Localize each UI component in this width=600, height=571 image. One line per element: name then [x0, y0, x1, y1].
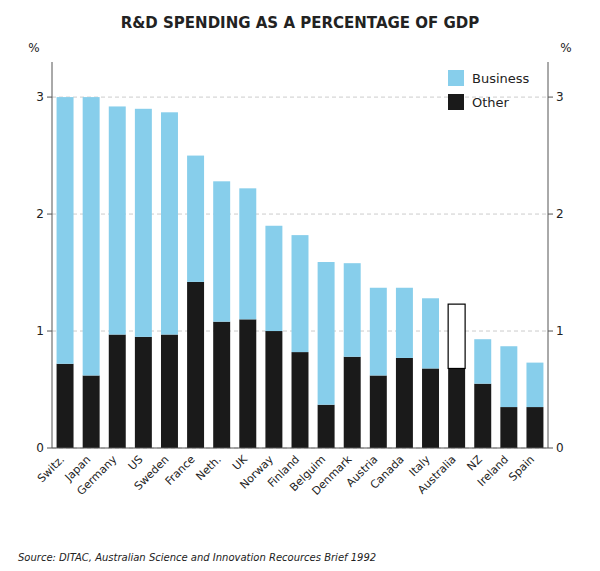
chart-container: R&D SPENDING AS A PERCENTAGE OF GDP 0 1 2 3 0…	[0, 0, 600, 571]
y-axis-label: %	[28, 41, 39, 55]
y-tick-label: 2	[36, 207, 44, 221]
title: R&D SPENDING AS A PERCENTAGE OF GDP	[121, 14, 480, 32]
bar-segment	[422, 298, 439, 368]
bar-segment	[396, 358, 413, 448]
x-tick-label: Neth.	[194, 453, 224, 483]
x-axis-line	[52, 448, 548, 449]
bar-segment	[370, 288, 387, 376]
bars	[57, 97, 544, 448]
legend-label: Business	[472, 71, 530, 86]
bar-segment	[292, 235, 309, 352]
y-tick-label: 1	[36, 324, 44, 338]
bar-segment	[526, 363, 543, 407]
x-tick-label: Germany	[74, 453, 119, 498]
y2-tick	[548, 97, 553, 98]
bar-segment	[161, 112, 178, 334]
bar-segment	[213, 181, 230, 321]
bar-segment	[396, 288, 413, 358]
bar-segment	[135, 109, 152, 337]
bar-segment	[265, 331, 282, 448]
y-axis-line	[52, 62, 53, 448]
bar-segment	[370, 375, 387, 448]
bar-segment	[187, 282, 204, 448]
grid-line	[52, 214, 548, 215]
bar-segment	[187, 156, 204, 282]
bar-segment	[239, 188, 256, 319]
y-tick	[47, 97, 52, 98]
bar-segment	[239, 319, 256, 448]
bar-segment	[448, 368, 465, 448]
x-tick-label: US	[126, 453, 146, 473]
bar-segment	[500, 407, 517, 448]
bar-segment	[292, 352, 309, 448]
bar-segment	[265, 226, 282, 331]
y2-tick	[548, 331, 553, 332]
bar-segment	[161, 335, 178, 448]
legend-label: Other	[472, 95, 510, 110]
y-tick	[47, 214, 52, 215]
x-tick-label: UK	[230, 452, 251, 473]
bar-segment	[83, 375, 100, 448]
x-tick-label: Ireland	[475, 453, 511, 489]
bar-segment	[57, 364, 74, 448]
bar-segment	[109, 106, 126, 334]
bar-segment	[213, 322, 230, 448]
y-tick	[47, 331, 52, 332]
y-tick-label: 3	[36, 90, 44, 104]
bar-segment	[500, 346, 517, 407]
x-tick-label: France	[163, 453, 198, 488]
bar-segment	[318, 405, 335, 448]
x-tick-label: Spain	[506, 453, 537, 484]
bar-segment	[109, 335, 126, 448]
bar-segment	[318, 262, 335, 405]
y2-axis-label: %	[560, 41, 571, 55]
y2-tick	[548, 448, 553, 449]
y2-tick-label: 1	[556, 324, 564, 338]
y-tick	[47, 448, 52, 449]
bar-segment	[57, 97, 74, 364]
bar-segment	[422, 368, 439, 448]
bar-segment	[474, 339, 491, 383]
bar-segment	[344, 263, 361, 357]
x-tick-label: Switz.	[35, 453, 67, 485]
bar-segment	[135, 337, 152, 448]
x-tick-label: Sweden	[132, 453, 172, 493]
y2-axis-line	[548, 62, 549, 448]
grid	[52, 97, 548, 448]
y2-tick	[548, 214, 553, 215]
chart-svg: R&D SPENDING AS A PERCENTAGE OF GDP 0 1 2 3 0…	[0, 0, 600, 571]
x-tick-label: Australia	[415, 453, 459, 497]
legend-swatch	[448, 94, 464, 110]
source-note: Source: DITAC, Australian Science and In…	[18, 552, 376, 563]
legend: Business Other	[448, 70, 530, 110]
grid-line	[52, 448, 548, 449]
bar-segment	[526, 407, 543, 448]
y2-tick-label: 0	[556, 441, 564, 455]
bar-segment	[344, 357, 361, 448]
y2-tick-label: 3	[556, 90, 564, 104]
bar-segment	[83, 97, 100, 375]
bar-segment	[474, 384, 491, 448]
y-tick-label: 0	[36, 441, 44, 455]
x-tick-label: Canada	[368, 453, 407, 492]
y2-tick-label: 2	[556, 207, 564, 221]
legend-swatch	[448, 70, 464, 86]
x-tick-label: NZ	[465, 453, 486, 474]
bar-segment	[448, 304, 465, 368]
